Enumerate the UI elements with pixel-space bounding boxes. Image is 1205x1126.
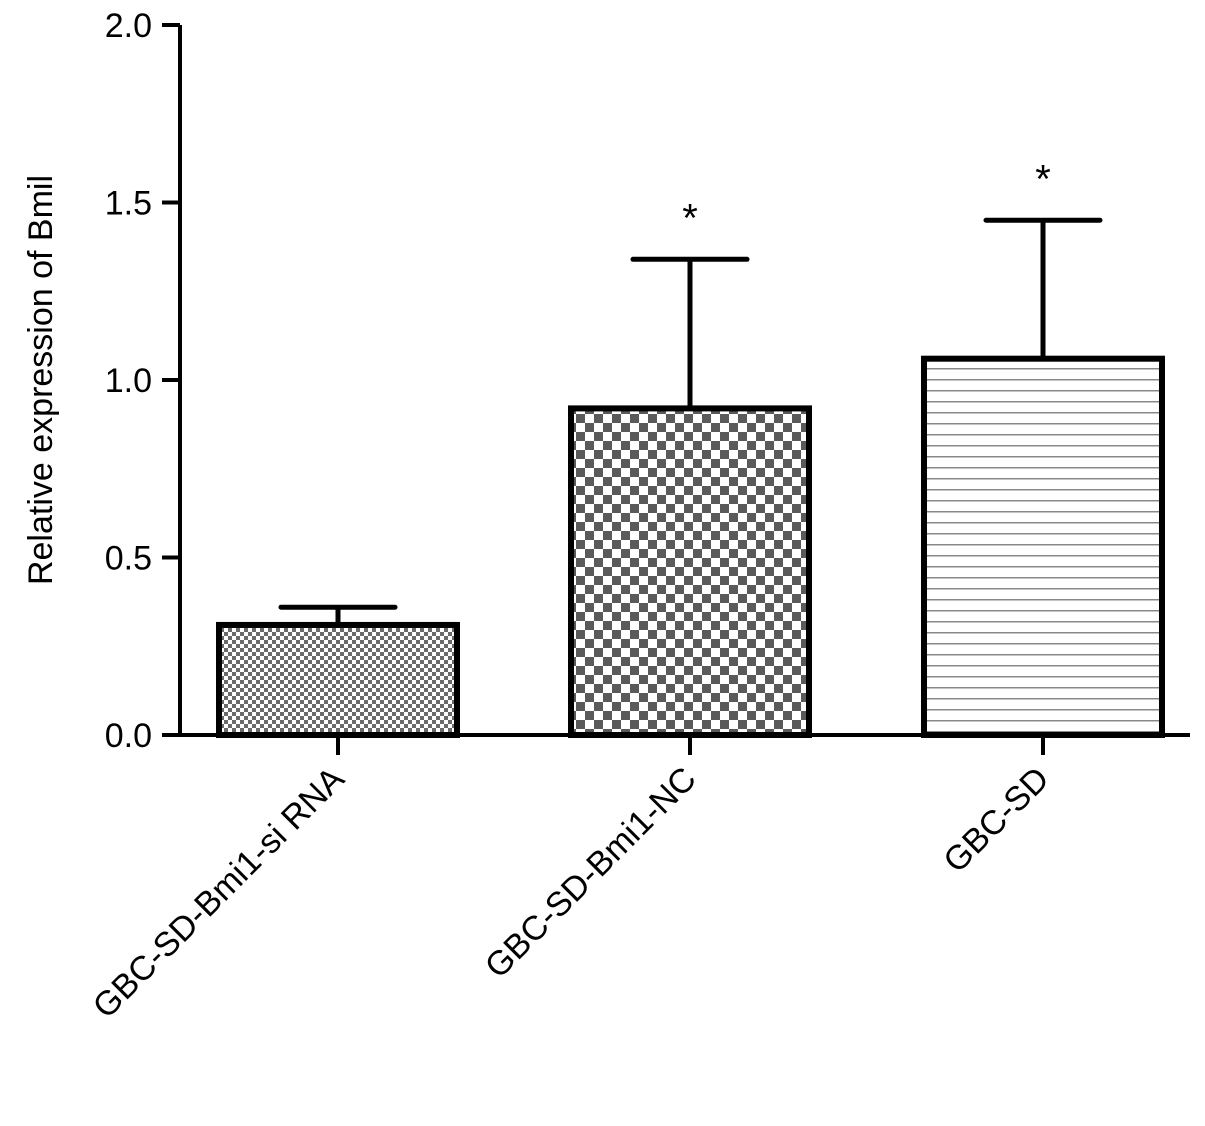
x-tick-label: GBC-SD [936,760,1056,880]
bar [568,405,812,738]
bars: ** [216,157,1165,739]
y-ticks: 0.0 0.5 1.0 1.5 2.0 [105,7,180,755]
x-tick-label: GBC-SD-Bmi1-NC [478,760,704,986]
y-tick-label: 0.5 [105,540,152,578]
y-tick-label: 1.0 [105,362,152,400]
x-ticks [336,735,1045,755]
significance-marker: * [682,196,698,240]
y-tick-label: 1.5 [105,185,152,223]
significance-marker: * [1035,157,1051,201]
category-labels: GBC-SD-Bmi1-si RNA GBC-SD-Bmi1-NC GBC-SD [86,760,1057,1026]
x-tick-label: GBC-SD-Bmi1-si RNA [86,760,352,1026]
y-axis-title: Relative expression of Bmil [22,175,60,585]
bar [216,621,460,739]
y-tick-label: 2.0 [105,7,152,45]
bar [921,355,1165,738]
y-tick-label: 0.0 [105,717,152,755]
